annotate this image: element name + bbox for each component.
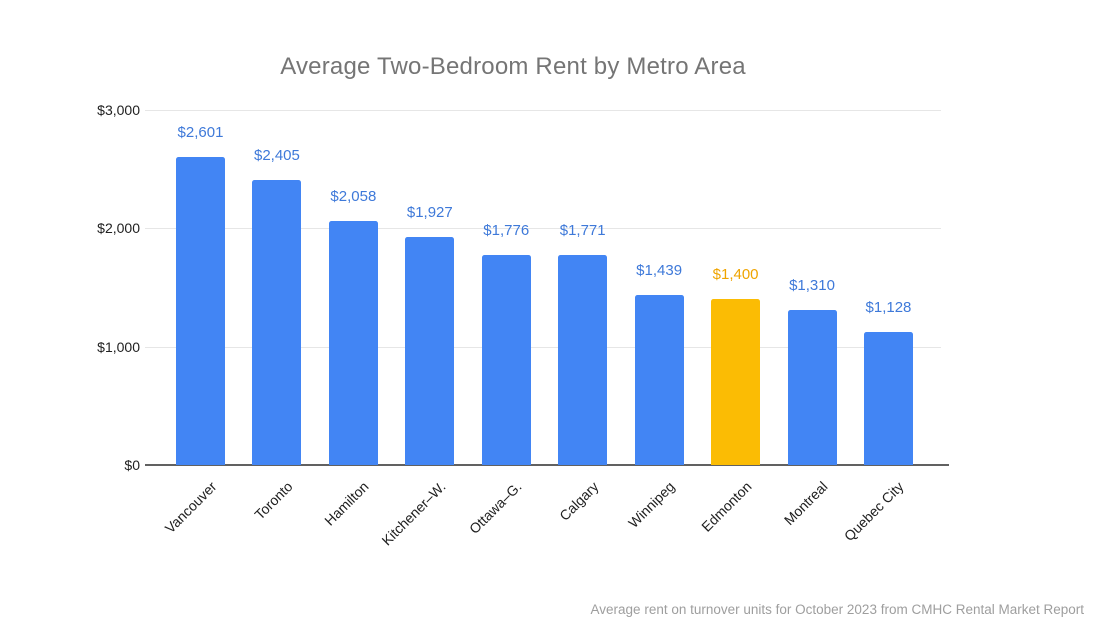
gridline-2000 <box>145 228 941 230</box>
bar-edmonton <box>711 299 761 465</box>
bar-calgary <box>558 255 608 465</box>
y-tick-label: $0 <box>124 457 140 473</box>
x-tick-label: Edmonton <box>697 478 755 535</box>
bar-winnipeg <box>634 294 684 465</box>
chart-title: Average Two-Bedroom Rent by Metro Area <box>280 53 746 80</box>
chart-footnote: Average rent on turnover units for Octob… <box>590 602 1084 617</box>
x-axis-baseline <box>145 464 949 466</box>
gridline-3000 <box>145 110 941 111</box>
bar-montreal <box>787 309 837 465</box>
bar-quebec-city <box>863 331 913 465</box>
x-tick-label: Hamilton <box>321 478 372 529</box>
bar-value-label: $1,128 <box>865 298 912 316</box>
gridline-1000 <box>145 346 941 348</box>
bar-value-label: $1,310 <box>789 276 835 294</box>
y-tick-label: $3,000 <box>97 102 140 118</box>
bar-value-label: $2,405 <box>253 147 300 165</box>
bar-value-label: $1,400 <box>712 266 759 284</box>
x-tick-label: Toronto <box>251 478 296 523</box>
x-tick-label: Kitchener–W. <box>378 478 449 549</box>
bar-value-label: $2,058 <box>330 188 377 206</box>
bar-toronto <box>252 180 302 465</box>
y-tick-label: $1,000 <box>97 338 140 355</box>
y-axis: $0 $1,000 $2,000 $3,000 <box>0 102 140 473</box>
x-tick-label: Calgary <box>555 478 602 524</box>
x-tick-label: Quebec City <box>841 478 908 545</box>
bar-value-label: $2,601 <box>177 124 224 142</box>
bar-value-label: $1,927 <box>406 203 453 221</box>
x-tick-label: Vancouver <box>161 478 220 537</box>
x-tick-label: Montreal <box>780 478 831 529</box>
x-tick-label: Winnipeg <box>625 478 678 531</box>
bar-ottawa-g <box>481 254 531 465</box>
bar-value-label: $1,771 <box>559 222 606 240</box>
bar-kitchener-w <box>405 236 455 465</box>
plot-area: $2,601 Vancouver $2,405 Toronto $2,058 Hamilt… <box>145 110 949 548</box>
y-tick-label: $2,000 <box>97 220 140 237</box>
bar-value-label: $1,439 <box>636 261 683 279</box>
bar-hamilton <box>328 221 378 465</box>
bar-vancouver <box>176 157 225 465</box>
bar-value-label: $1,776 <box>483 221 530 239</box>
x-tick-label: Ottawa–G. <box>466 478 525 537</box>
